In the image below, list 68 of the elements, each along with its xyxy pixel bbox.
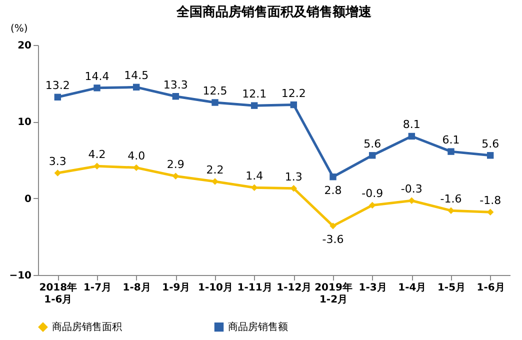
data-label: 4.2: [88, 148, 106, 162]
x-tick-label: 1-5月: [437, 282, 466, 294]
point: [408, 132, 416, 140]
data-label: 12.5: [202, 84, 228, 98]
x-tick-label: 1-6月: [476, 282, 505, 294]
point: [132, 84, 140, 91]
point: [172, 172, 180, 180]
legend-label: 商品房销售面积: [52, 321, 122, 334]
x-tick-label: 2018年 1-6月: [39, 282, 78, 306]
point: [330, 222, 336, 230]
x-tick-label: 1-9月: [162, 282, 190, 294]
legend-label: 商品房销售额: [228, 321, 288, 334]
point: [290, 185, 298, 192]
data-label: 12.1: [242, 88, 267, 101]
point: [94, 84, 100, 92]
x-tick-label: 1-11月: [237, 282, 272, 294]
point: [330, 174, 336, 180]
y-tick-label: 20: [18, 40, 32, 52]
point: [486, 152, 494, 159]
y-tick-label: 0: [24, 194, 32, 205]
y-tick-label: 10: [18, 117, 32, 128]
y-axis-title: (%): [10, 24, 28, 34]
data-label: -1.8: [480, 194, 502, 208]
data-label: 13.2: [45, 79, 70, 92]
point: [172, 93, 180, 100]
x-tick-label: 1-7月: [83, 282, 112, 294]
point: [94, 162, 100, 170]
data-label: 14.4: [84, 70, 110, 83]
data-label: -3.6: [322, 232, 344, 246]
x-tick-label: 1-12月: [276, 282, 312, 294]
x-tick-label: 1-4月: [398, 282, 426, 294]
data-label: 2.8: [324, 184, 342, 197]
data-label: 3.3: [48, 155, 66, 168]
data-label: 5.6: [482, 137, 500, 150]
point: [132, 164, 140, 172]
y-tick-label: −10: [9, 270, 32, 282]
data-label: 5.6: [364, 137, 382, 150]
point: [448, 148, 454, 155]
x-tick-label: 2019年 1-2月: [314, 282, 352, 306]
point: [250, 184, 258, 191]
data-label: -1.6: [440, 192, 462, 206]
data-label: 1.4: [246, 170, 264, 183]
data-label: 1.3: [284, 170, 302, 184]
point: [448, 207, 454, 214]
data-label: 14.5: [124, 69, 149, 82]
x-tick-label: 1-10月: [198, 282, 234, 294]
point: [368, 152, 376, 159]
data-label: 12.2: [281, 86, 306, 100]
data-label: -0.9: [362, 187, 384, 200]
data-label: 6.1: [442, 134, 460, 147]
point: [408, 197, 416, 204]
data-label: 13.3: [163, 78, 188, 92]
point: [212, 178, 218, 185]
data-label: 2.9: [166, 158, 184, 172]
x-tick-label: 1-3月: [358, 282, 387, 294]
point: [368, 202, 376, 209]
chart-title: 全国商品房销售面积及销售额增速: [176, 4, 372, 20]
data-label: -0.3: [400, 182, 422, 196]
data-label: 4.0: [128, 150, 146, 163]
point: [54, 170, 62, 176]
point: [212, 99, 218, 106]
point: [250, 102, 258, 109]
data-label: 2.2: [206, 163, 224, 176]
x-tick-label: 1-8月: [122, 282, 151, 294]
data-label: 8.1: [402, 118, 420, 132]
point: [486, 208, 494, 216]
point: [290, 101, 298, 108]
point: [54, 94, 62, 100]
